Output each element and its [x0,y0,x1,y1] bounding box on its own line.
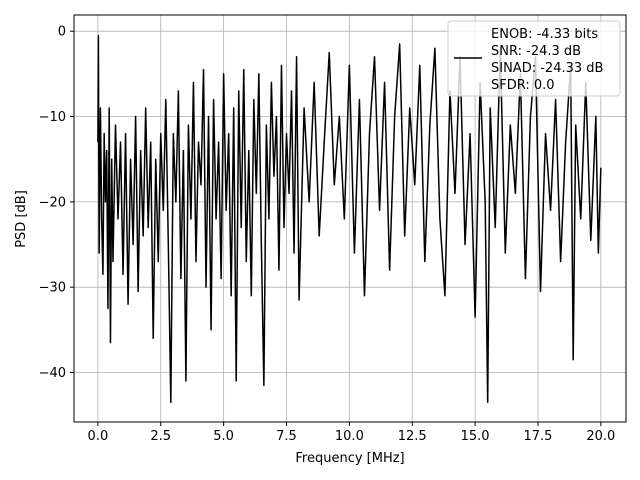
legend-entry-snr: SNR: -24.3 dB [491,44,581,59]
psd-trace-line [97,34,602,404]
y-axis: 0 −10 −20 −30 −40 [39,25,74,381]
legend-entry-sfdr: SFDR: 0.0 [491,78,555,93]
x-tick-label: 12.5 [398,429,427,444]
x-tick-label: 7.5 [276,429,297,444]
psd-series [97,34,602,404]
x-tick-label: 10.0 [335,429,364,444]
x-tick-label: 2.5 [150,429,171,444]
x-axis-label: Frequency [MHz] [295,451,404,466]
legend-box [447,20,621,97]
x-tick-label: 20.0 [586,429,615,444]
y-tick-label: −10 [39,110,66,125]
y-tick-label: 0 [58,25,66,40]
x-tick-label: 15.0 [461,429,490,444]
x-tick-label: 5.0 [213,429,234,444]
legend-entry-enob: ENOB: -4.33 bits [491,27,598,42]
y-tick-label: −20 [39,195,66,210]
y-tick-label: −30 [39,281,66,296]
x-axis: 0.0 2.5 5.0 7.5 10.0 12.5 15.0 17.5 20.0 [88,422,615,444]
x-tick-label: 0.0 [88,429,109,444]
legend-entry-sinad: SINAD: -24.33 dB [491,61,603,76]
y-tick-label: −40 [39,366,66,381]
y-axis-label: PSD [dB] [14,190,29,248]
legend: ENOB: -4.33 bits SNR: -24.3 dB SINAD: -2… [447,20,621,97]
x-tick-label: 17.5 [524,429,553,444]
plot-frame [73,14,627,423]
